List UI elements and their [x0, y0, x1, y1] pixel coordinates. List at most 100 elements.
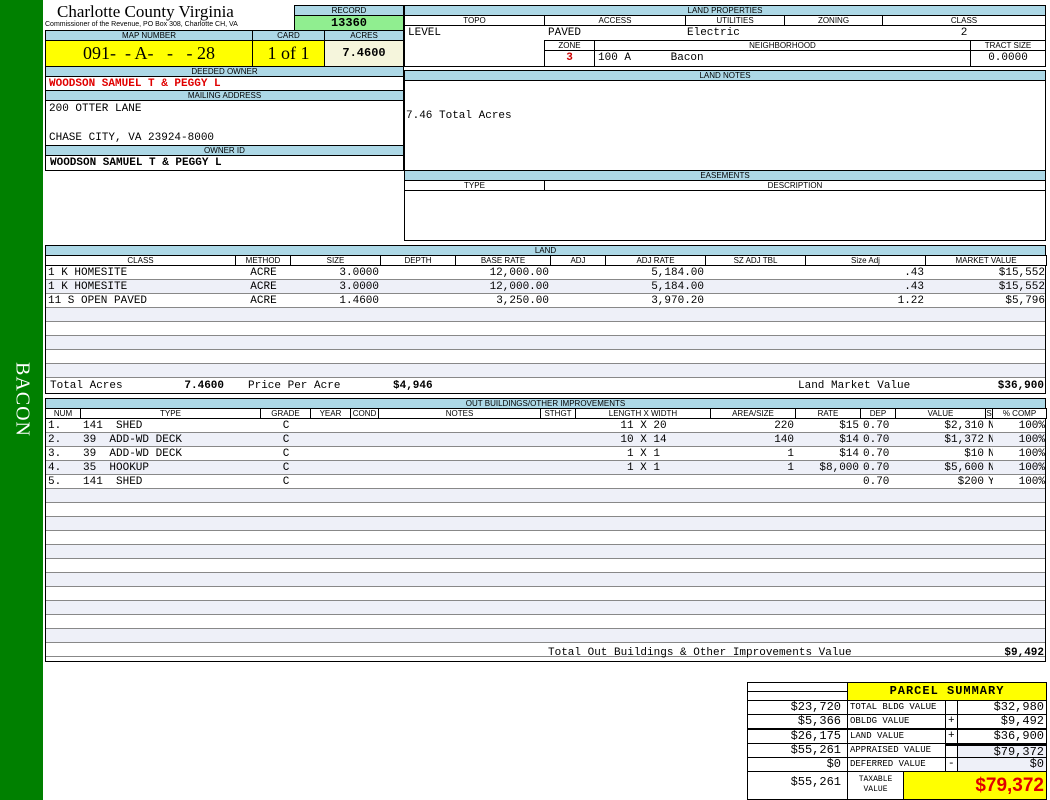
table-cell: $200 — [957, 476, 984, 488]
table-row — [46, 336, 1045, 350]
table-row: 5. 141 SHED C 0.70 $200 Y 100% — [46, 475, 1045, 489]
table-cell: $14 — [839, 448, 859, 460]
sidebar-label: BACON — [11, 361, 34, 437]
column-header: SIZE — [290, 255, 381, 266]
table-cell: 1 X 1 — [626, 448, 660, 460]
summary-label: APPRAISED VALUE — [847, 742, 946, 758]
land-market-value: $36,900 — [997, 380, 1044, 392]
table-cell: 100% — [1018, 476, 1045, 488]
header-row: CLASS METHOD SIZE DEPTH BASE RATE ADJ ADJ RATE… — [45, 255, 1047, 266]
table-cell: 100% — [1018, 462, 1045, 474]
table-row — [46, 489, 1045, 503]
table-cell — [381, 266, 456, 280]
table-cell — [706, 266, 806, 280]
summary-value: $0 — [957, 757, 1047, 773]
table-cell: 39 ADD-WD DECK — [83, 434, 183, 446]
access-value: PAVED — [548, 27, 582, 39]
table-cell: N — [988, 420, 993, 432]
table-row — [46, 517, 1045, 531]
land-market-label: Land Market Value — [798, 380, 911, 392]
table-cell: 12,000.00 — [489, 267, 549, 279]
taxable-value: $79,372 — [903, 771, 1047, 800]
table-cell: 12,000.00 — [489, 281, 549, 293]
zone-value: 3 — [544, 50, 595, 67]
table-row — [46, 643, 1045, 657]
table-cell — [381, 280, 456, 294]
table-cell — [576, 475, 711, 489]
mailing-address: 200 OTTER LANE CHASE CITY, VA 23924-8000 — [45, 100, 404, 146]
total-acres-label: Total Acres — [50, 380, 123, 392]
table-cell: 3,250.00 — [496, 295, 549, 307]
table-cell — [311, 461, 351, 475]
table-row — [46, 559, 1045, 573]
column-header: TYPE — [80, 408, 261, 419]
table-cell — [551, 266, 606, 280]
price-per-acre-label: Price Per Acre — [248, 380, 341, 392]
card-number: 1 of 1 — [252, 40, 325, 67]
table-cell — [311, 433, 351, 447]
summary-prior-value: $5,366 — [747, 714, 848, 730]
table-cell: $8,000 — [819, 462, 859, 474]
table-cell: .43 — [904, 267, 924, 279]
table-cell: C — [282, 476, 290, 488]
column-header: % COMP — [992, 408, 1047, 419]
column-header: LENGTH X WIDTH — [575, 408, 711, 419]
table-cell: 1 — [787, 448, 794, 460]
header-row: NUM TYPE GRADE YEAR COND NOTES STHGT LENGTH X W… — [45, 408, 1047, 419]
land-notes-box: 7.46 Total Acres — [404, 80, 1046, 171]
table-cell — [311, 447, 351, 461]
table-cell: 1 K HOMESITE — [48, 281, 128, 293]
taxable-prior: $55,261 — [747, 771, 848, 800]
table-cell — [379, 461, 541, 475]
table-cell — [351, 433, 379, 447]
land-notes-text: 7.46 Total Acres — [406, 110, 512, 122]
table-cell: 1.4600 — [339, 295, 379, 307]
table-cell: 5,184.00 — [651, 281, 704, 293]
column-header: RATE — [795, 408, 861, 419]
table-cell — [379, 433, 541, 447]
column-header: DEPTH — [380, 255, 456, 266]
table-cell: 0.70 — [863, 476, 890, 488]
topo-value: LEVEL — [408, 27, 442, 39]
parcel-summary: PARCEL SUMMARY $55,261 TAXABLE VALUE $79… — [747, 682, 1047, 800]
table-cell: 11 S OPEN PAVED — [48, 295, 148, 307]
summary-label: DEFERRED VALUE — [847, 757, 946, 773]
table-row: 3. 39 ADD-WD DECK C 1 X 1 1 $14 0.70 $10 N 100% — [46, 447, 1045, 461]
utilities-value: Electric — [687, 27, 740, 39]
column-header: GRADE — [260, 408, 311, 419]
table-row: 2. 39 ADD-WD DECK C 10 X 14 140 $14 0.70 $1,372… — [46, 433, 1045, 447]
table-cell: C — [282, 448, 290, 460]
table-cell — [541, 447, 576, 461]
neighborhood-value: 100 A Bacon — [594, 50, 971, 67]
table-cell: Y — [988, 476, 993, 488]
table-cell: 3. — [48, 448, 62, 460]
table-cell: 4. — [48, 462, 62, 474]
deeded-owner: WOODSON SAMUEL T & PEGGY L — [45, 76, 404, 91]
class-value: 2 — [960, 27, 968, 39]
table-cell: 35 HOOKUP — [83, 462, 150, 474]
table-cell: 220 — [774, 420, 794, 432]
column-header: ADJ — [550, 255, 606, 266]
table-cell: 0.70 — [863, 420, 890, 432]
table-cell — [351, 447, 379, 461]
table-cell: $5,796 — [1005, 295, 1045, 307]
table-cell: $1,372 — [944, 434, 984, 446]
column-header: Size Adj — [805, 255, 926, 266]
table-row — [46, 545, 1045, 559]
table-cell: $15,552 — [998, 267, 1045, 279]
table-cell: 11 X 20 — [620, 420, 667, 432]
neighborhood-sidebar: BACON — [0, 0, 43, 800]
column-header: SZ ADJ TBL — [705, 255, 806, 266]
summary-prior-value: $26,175 — [747, 728, 848, 744]
table-row — [46, 615, 1045, 629]
column-header: CLASS — [45, 255, 236, 266]
column-header: COND — [350, 408, 379, 419]
table-cell: ACRE — [250, 281, 277, 293]
table-cell: 1 K HOMESITE — [48, 267, 128, 279]
table-cell: $14 — [839, 434, 859, 446]
table-cell — [379, 419, 541, 433]
table-row: 4. 35 HOOKUP C 1 X 1 1 $8,000 0.70 $5,600 N 100% — [46, 461, 1045, 475]
parcel-summary-title: PARCEL SUMMARY — [847, 682, 1047, 701]
table-cell: N — [988, 448, 993, 460]
table-cell: 1. — [48, 420, 62, 432]
